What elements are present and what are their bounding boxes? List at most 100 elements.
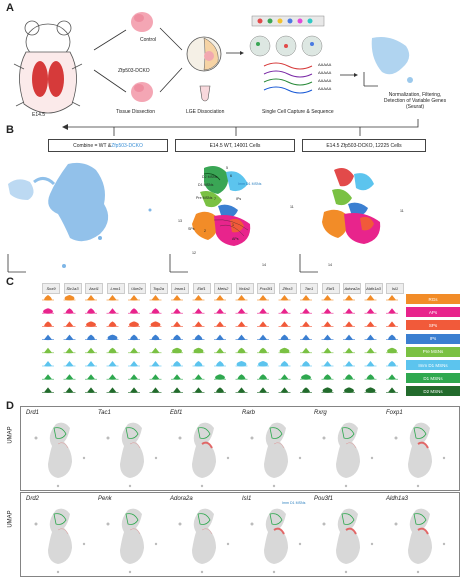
violin-shape (151, 334, 160, 341)
violin-shape (151, 295, 160, 301)
feature-umap-plot (250, 422, 302, 488)
violin-shape (236, 361, 247, 367)
feature-umap-title: Tac1 (98, 410, 111, 416)
violin-shape (388, 374, 396, 380)
feature-umap-title: Pou3f1 (314, 496, 334, 502)
capture-label: Single Cell Capture & Sequence (262, 109, 334, 115)
violin-shape (130, 361, 138, 367)
violin-shape (65, 308, 74, 314)
cluster-pre: Pre MSNs (196, 196, 213, 200)
violin-shape (194, 321, 203, 327)
feature-umap-title: Ebf1 (170, 410, 183, 416)
umap-ylabel-1: UMAP (7, 426, 14, 444)
violin-shape (259, 387, 267, 393)
violin-shape (366, 334, 375, 341)
gene-header: Insm1 (171, 283, 189, 294)
umap-wt (169, 166, 251, 273)
violin-shape (87, 361, 95, 367)
gene-header: Slc1a3 (63, 283, 82, 294)
feature-umap-plot (394, 422, 446, 488)
gene-header: Adora2a (343, 283, 361, 294)
panel-c-letter: C (6, 276, 14, 288)
umap-combined (7, 162, 152, 273)
violin-shape (65, 361, 74, 367)
combine-mutant-label: Zfp503-DCKO (111, 142, 143, 149)
feature-umap-title: Adora2a (170, 496, 193, 502)
control-label: Control (140, 37, 157, 43)
violin-shape (302, 334, 310, 341)
violin-shape (366, 347, 375, 354)
violin-shape (151, 308, 160, 314)
violin-shape (107, 334, 118, 341)
violin-plot (42, 295, 398, 393)
violin-shape (65, 334, 74, 341)
violin-shape (323, 347, 332, 354)
violin-shape (173, 374, 181, 380)
embryo-mutant-icon (131, 82, 153, 102)
cluster-ips: IPs (236, 197, 242, 201)
violin-shape (151, 387, 160, 393)
violin-shape (302, 347, 310, 354)
violin-shape (108, 295, 117, 301)
cell-type-label: Imm D1 MSNs (406, 360, 460, 370)
cell-type-label: RGs (406, 294, 460, 304)
violin-shape (301, 374, 311, 380)
violin-shape (388, 387, 396, 393)
violin-shape (302, 387, 310, 393)
violin-shape (216, 361, 224, 367)
violin-shape (173, 334, 181, 341)
poly-a-4: AAAAA (318, 86, 332, 91)
violin-shape (44, 334, 52, 341)
violin-shape (365, 387, 376, 393)
gene-header: Isl1 (386, 283, 404, 294)
violin-shape (64, 295, 75, 301)
gene-header: Meis2 (214, 283, 232, 294)
violin-shape (172, 347, 182, 354)
violin-shape (65, 347, 74, 354)
violin-shape (108, 321, 117, 327)
violin-shape (345, 374, 353, 380)
violin-shape (345, 361, 353, 367)
violin-shape (151, 374, 160, 380)
umap-ko (299, 168, 381, 273)
violin-shape (323, 374, 332, 380)
feature-umap-title: Isl1 (242, 496, 252, 502)
feature-umap-plot (106, 422, 158, 488)
violin-shape (65, 387, 74, 393)
violin-shape (345, 334, 353, 341)
violin-shape (280, 334, 289, 341)
violin-shape (216, 321, 224, 327)
bracket-b (62, 119, 419, 136)
violin-shape (108, 387, 117, 393)
violin-shape (130, 334, 138, 341)
violin-shape (215, 374, 225, 380)
violin-shape (259, 334, 267, 341)
wt-box: E14.5 WT, 14001 Cells (175, 139, 295, 152)
num-6: 6 (230, 174, 232, 178)
violin-shape (259, 308, 267, 314)
violin-shape (194, 295, 203, 301)
violin-shape (345, 321, 353, 327)
cluster-imm-d1: Imm D1 MSNs (238, 182, 262, 186)
violin-shape (345, 347, 353, 354)
violin-shape (259, 347, 267, 354)
feature-umap-title: Foxp1 (386, 410, 403, 416)
gene-header: Lmo1 (106, 283, 125, 294)
violin-shape (194, 387, 203, 393)
violin-shape (173, 387, 181, 393)
violin-shape (108, 308, 117, 314)
violin-shape (44, 347, 52, 354)
feature-umap-plot (34, 508, 86, 574)
cluster-d2: D2 MSNs (202, 175, 218, 179)
violin-shape (87, 374, 95, 380)
violin-shape (323, 295, 332, 301)
violin-shape (388, 334, 396, 341)
violin-shape (44, 361, 52, 367)
violin-shape (366, 295, 375, 301)
feature-umap-plot (178, 422, 230, 488)
gene-header: Tac1 (300, 283, 318, 294)
violin-shape (86, 321, 96, 327)
norm-line-2: Detection of Variable Genes (383, 98, 447, 104)
cluster-d1: D1 MSNs (198, 183, 214, 187)
cell-type-label: D1 MSNs (406, 373, 460, 384)
